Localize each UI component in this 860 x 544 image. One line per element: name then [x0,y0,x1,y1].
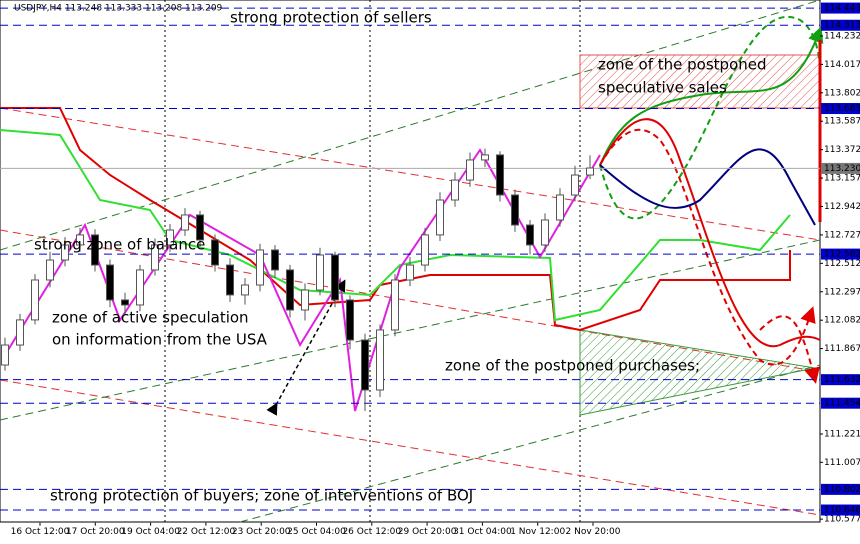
annotation: zone of active speculation [52,309,249,327]
decor [0,0,824,523]
candle-body [121,299,129,306]
y-tick-label: 114.017 [824,60,860,70]
level-label: 112.582 [824,250,860,260]
candle-body [466,159,474,181]
candle-body [106,264,114,301]
candle-body [241,284,249,296]
level-label: 114.443 [824,4,860,14]
y-tick-label: 113.157 [824,174,860,184]
candle-body [91,234,99,266]
y-tick-label: 113.587 [824,117,860,127]
candle-body [541,219,549,246]
level-box [821,248,860,260]
x-tick-label: 23 Oct 20:00 [232,527,291,537]
candle-body [406,264,414,281]
level-box [821,19,860,31]
candle-body [301,289,309,311]
candle-body [31,279,39,321]
candle-body [571,174,579,196]
x-tick-label: 2 Nov 20:00 [566,527,621,537]
candle-body [331,254,339,301]
annotation: zone of the postponed [598,56,767,74]
y-tick-label: 111.007 [824,458,860,468]
level-box [821,504,860,516]
candle-body [436,199,444,236]
annotation: zone of the postponed purchases; [445,357,700,375]
annotations: strong protection of sellers zone of the… [34,9,767,505]
x-tick-label: 25 Oct 04:00 [287,527,346,537]
candle-body [526,224,534,246]
candle-body [211,239,219,266]
level-label: 114.313 [824,21,860,31]
candle-body [496,154,504,196]
y-tick-label: 110.577 [824,515,860,525]
candle-body [361,339,369,391]
annotation: speculative sales [598,79,727,97]
y-tick-label: 112.512 [824,259,860,269]
y-tick-label: 112.727 [824,230,860,240]
y-tick-label: 113.802 [824,88,860,98]
x-tick-label: 17 Oct 20:00 [66,527,125,537]
x-tick-label: 19 Oct 04:00 [121,527,180,537]
candle-body [1,344,9,366]
candle-body [61,244,69,261]
y-tick-label: 113.372 [824,145,860,155]
level-box [821,397,860,409]
candle-body [286,269,294,311]
x-tick-label: 31 Oct 04:00 [453,527,512,537]
annotation: strong protection of buyers; zone of int… [50,487,473,505]
y-tick-label: 114.232 [824,31,860,41]
current-price-box [821,162,860,174]
candle-body [136,269,144,306]
y-tick-label: 112.297 [824,287,860,297]
candle-body [481,154,489,161]
candle-body [346,299,354,341]
level-box [821,103,860,115]
level-label: 111.454 [824,399,860,409]
level-box [821,374,860,386]
candle-body [451,179,459,201]
x-tick-label: 26 Oct 12:00 [342,527,401,537]
candle-body [181,214,189,231]
current-price-label: 113.230 [824,164,860,174]
candle-body [166,229,174,246]
y-tick-label: 112.082 [824,316,860,326]
candle-body [151,244,159,271]
level-label: 110.646 [824,506,860,516]
y-tick-label: 111.221 [824,429,860,439]
x-tick-label: 22 Oct 12:00 [177,527,236,537]
candle-body [586,167,594,176]
x-tick-label: 29 Oct 20:00 [398,527,457,537]
y-tick-label: 112.942 [824,202,860,212]
x-tick-label: 16 Oct 12:00 [11,527,70,537]
candle-body [556,194,564,221]
candle-body [316,254,324,291]
chart-title: USDJPY,H4 113.248 113.333 113.208 113.20… [14,4,223,14]
candle-body [271,249,279,271]
level-label: 113.683 [824,104,860,114]
level-label: 111.632 [824,375,860,385]
candle-body [16,319,24,346]
annotation: strong zone of balance [34,236,205,254]
level-box [821,2,860,14]
level-box [821,483,860,495]
candle-body [421,234,429,266]
candle-body [391,279,399,331]
candle-body [376,329,384,391]
candle-body [196,214,204,241]
y-tick-label: 111.867 [824,344,860,354]
level-label: 110.802 [824,485,860,495]
candle-body [511,194,519,226]
candle-body [256,249,264,286]
annotation: on information from the USA [52,331,268,349]
candle-body [76,234,84,246]
candle-body [46,259,54,281]
x-tick-label: 1 Nov 12:00 [510,527,565,537]
annotation: strong protection of sellers [230,9,432,27]
candle-body [226,264,234,296]
